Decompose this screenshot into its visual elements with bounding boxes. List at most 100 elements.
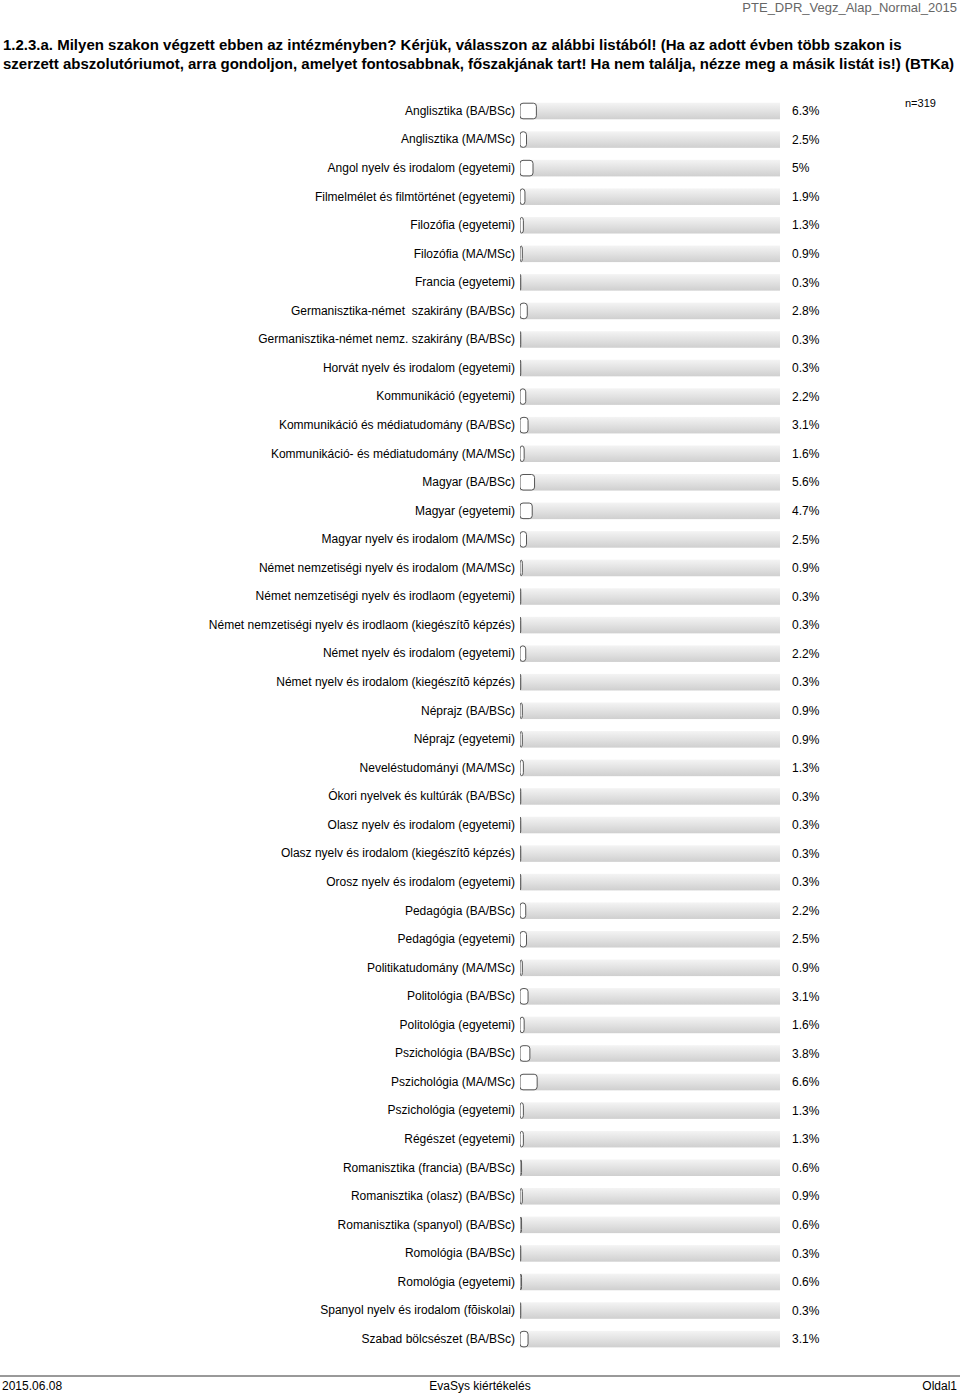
bar [520, 360, 521, 376]
track [520, 531, 780, 548]
tick: Pszichológia (egyetemi) [388, 1103, 515, 1117]
track [520, 474, 780, 491]
tick: Német nemzetiségi nyelv és irodlaom (kie… [209, 618, 515, 632]
tick-label: Anglisztika (BA/BSc) [405, 104, 515, 118]
tick: Filozófia (MA/MSc) [414, 247, 515, 261]
track [520, 874, 780, 891]
tick: Szabad bölcsészet (BA/BSc) [362, 1332, 515, 1346]
track [520, 160, 780, 177]
tick: Pszichológia (MA/MSc) [391, 1075, 515, 1089]
bar [520, 103, 536, 119]
tick: Romanisztika (francia) (BA/BSc) [343, 1161, 515, 1175]
tick: Filozófia (egyetemi) [410, 218, 515, 232]
sample-size: n=319 [905, 97, 936, 109]
data-label: 0.3% [792, 675, 820, 689]
tick-label: Horvát nyelv és irodalom (egyetemi) [323, 361, 515, 375]
footer-date: 2015.06.08 [2, 1379, 62, 1393]
tick: Pszichológia (BA/BSc) [395, 1046, 515, 1060]
tick: Germanisztika-német nemz. szakirány (BA/… [258, 332, 515, 346]
track [520, 702, 780, 719]
data-label: 0.9% [792, 561, 820, 575]
data-label: 2.5% [792, 533, 820, 547]
tick-label: Romanisztika (francia) (BA/BSc) [343, 1161, 515, 1175]
tick: Magyar nyelv és irodalom (MA/MSc) [322, 532, 515, 546]
bar [520, 674, 521, 690]
data-label: 0.3% [792, 1247, 820, 1261]
bar [520, 1017, 524, 1033]
data-label: 3.1% [792, 1332, 820, 1346]
data-label: 0.3% [792, 361, 820, 375]
data-label: 0.9% [792, 733, 820, 747]
data-label: 0.9% [792, 1189, 820, 1203]
tick-label: Pszichológia (MA/MSc) [391, 1075, 515, 1089]
tick-label: Anglisztika (MA/MSc) [401, 132, 515, 146]
bar [520, 1246, 521, 1262]
tick-label: Politológia (egyetemi) [400, 1018, 515, 1032]
data-label: 4.7% [792, 504, 820, 518]
track [520, 1159, 780, 1176]
tick: Romológia (egyetemi) [398, 1275, 515, 1289]
track [520, 1017, 780, 1034]
tick-label: Germanisztika-német nemz. szakirány (BA/… [258, 332, 515, 346]
tick: Magyar (BA/BSc) [422, 475, 515, 489]
chart: PTE_DPR_Vegz_Alap_Normal_20151.2.3.a. Mi… [0, 0, 960, 1395]
bar [520, 817, 521, 833]
data-label: 3.8% [792, 1047, 820, 1061]
data-label: 0.6% [792, 1161, 820, 1175]
data-label: 2.5% [792, 932, 820, 946]
data-label: 1.6% [792, 1018, 820, 1032]
data-label: 0.3% [792, 276, 820, 290]
bar [520, 1046, 530, 1062]
data-label: 0.3% [792, 875, 820, 889]
track [520, 131, 780, 148]
track [520, 560, 780, 577]
track [520, 845, 780, 862]
data-label: 2.5% [792, 133, 820, 147]
track [520, 931, 780, 948]
track [520, 674, 780, 691]
tick-label: Pszichológia (egyetemi) [388, 1103, 515, 1117]
track [520, 1188, 780, 1205]
tick: Politikatudomány (MA/MSc) [367, 961, 515, 975]
tick-label: Magyar (BA/BSc) [422, 475, 515, 489]
tick: Romológia (BA/BSc) [405, 1246, 515, 1260]
data-label: 2.8% [792, 304, 820, 318]
data-label: 0.3% [792, 333, 820, 347]
bar [520, 1188, 522, 1204]
data-label: 0.6% [792, 1218, 820, 1232]
bar [520, 389, 526, 405]
data-label: 0.6% [792, 1275, 820, 1289]
data-label: 1.3% [792, 1132, 820, 1146]
tick-label: Pszichológia (BA/BSc) [395, 1046, 515, 1060]
tick-label: Politikatudomány (MA/MSc) [367, 961, 515, 975]
data-label: 0.9% [792, 961, 820, 975]
data-label: 5% [792, 161, 810, 175]
tick-label: Romanisztika (spanyol) (BA/BSc) [338, 1218, 515, 1232]
data-label: 5.6% [792, 475, 820, 489]
bar [520, 646, 526, 662]
data-label: 1.3% [792, 761, 820, 775]
tick: Olasz nyelv és irodalom (egyetemi) [328, 818, 515, 832]
bar [520, 560, 522, 576]
tick: Pedagógia (egyetemi) [398, 932, 515, 946]
bar [520, 217, 523, 233]
track [520, 1045, 780, 1062]
bar [520, 874, 521, 890]
bar [520, 1103, 523, 1119]
track [520, 1102, 780, 1119]
bar [520, 903, 526, 919]
tick-label: Filozófia (egyetemi) [410, 218, 515, 232]
data-label: 6.6% [792, 1075, 820, 1089]
track [520, 1331, 780, 1348]
tick-label: Német nyelv és irodalom (egyetemi) [323, 646, 515, 660]
bar [520, 789, 521, 805]
tick-label: Orosz nyelv és irodalom (egyetemi) [326, 875, 515, 889]
tick-label: Romológia (egyetemi) [398, 1275, 515, 1289]
tick-label: Filmelmélet és filmtörténet (egyetemi) [315, 190, 515, 204]
data-label: 2.2% [792, 390, 820, 404]
track [520, 588, 780, 605]
data-label: 1.3% [792, 218, 820, 232]
tick-label: Ókori nyelvek és kultúrák (BA/BSc) [328, 788, 515, 803]
track [520, 902, 780, 919]
bar [520, 617, 521, 633]
